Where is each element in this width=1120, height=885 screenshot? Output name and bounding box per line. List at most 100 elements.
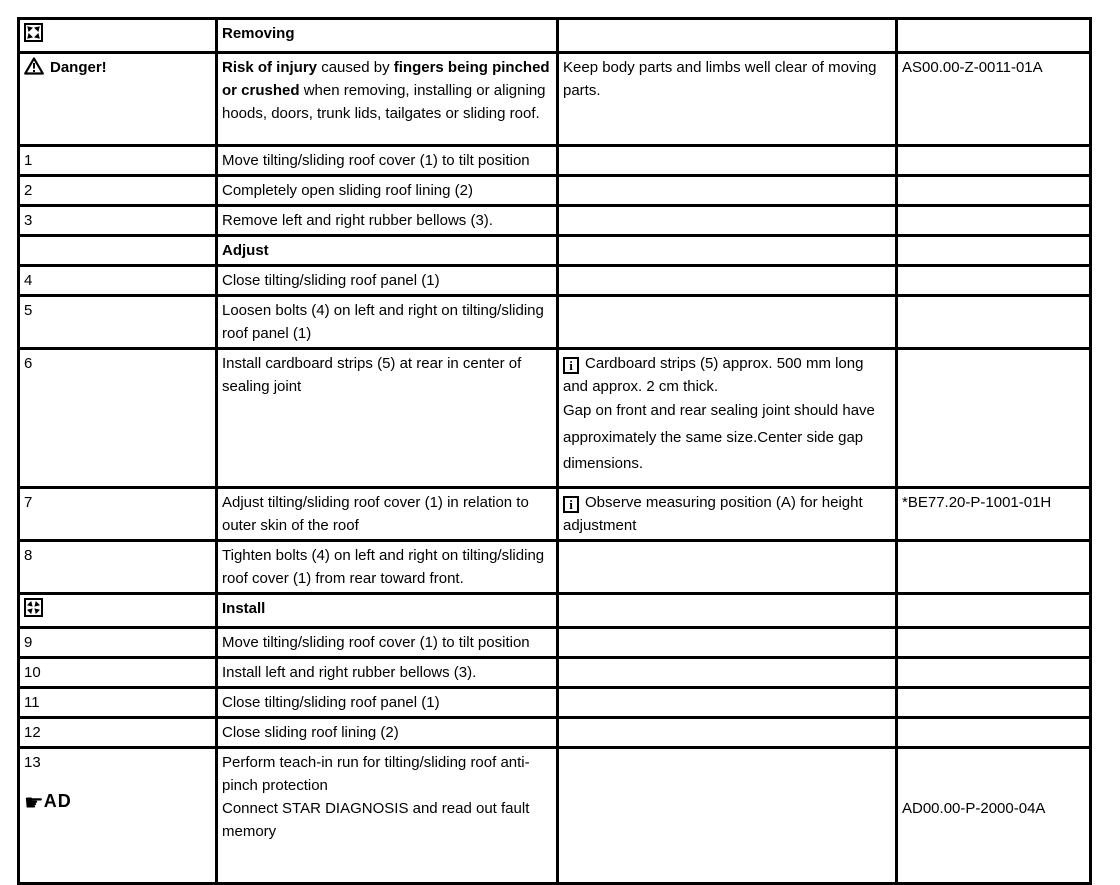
step-row: 9 Move tilting/sliding roof cover (1) to… <box>17 626 1092 659</box>
danger-note: Keep body parts and limbs well clear of … <box>563 59 877 99</box>
remove-icon <box>24 23 43 49</box>
hand-pointer-icon: ☛ <box>24 790 44 815</box>
step-row: 7 Adjust tilting/sliding roof cover (1) … <box>17 486 1092 542</box>
empty-cell <box>895 294 1092 350</box>
procedure-text: Connect STAR DIAGNOSIS and read out faul… <box>222 800 530 840</box>
section-label-cell: Adjust <box>215 234 559 267</box>
step-number: 11 <box>24 694 40 711</box>
procedure-text: Install left and right rubber bellows (3… <box>222 664 477 681</box>
step-number: 6 <box>24 355 33 372</box>
procedure-cell: Install cardboard strips (5) at rear in … <box>215 347 559 489</box>
danger-text-bold: Risk of injury <box>222 59 318 76</box>
empty-cell <box>556 144 898 177</box>
procedure-text: Close sliding roof lining (2) <box>222 724 399 741</box>
install-icon <box>24 598 43 624</box>
empty-cell <box>556 264 898 297</box>
step-row: 11 Close tilting/sliding roof panel (1) <box>17 686 1092 719</box>
empty-cell <box>556 686 898 719</box>
step-number: 2 <box>24 182 33 199</box>
procedure-cell: Tighten bolts (4) on left and right on t… <box>215 539 559 595</box>
procedure-table: Removing Danger! Risk of injury caused b… <box>17 17 1092 885</box>
empty-cell <box>895 204 1092 237</box>
procedure-text: Close tilting/sliding roof panel (1) <box>222 694 440 711</box>
section-label-cell: Install <box>215 592 559 629</box>
procedure-text: Tighten bolts (4) on left and right on t… <box>222 547 545 587</box>
step-number-cell: 3 <box>17 204 218 237</box>
empty-cell <box>895 347 1092 489</box>
procedure-text: Move tilting/sliding roof cover (1) to t… <box>222 152 530 169</box>
empty-cell <box>556 204 898 237</box>
empty-cell <box>895 686 1092 719</box>
empty-cell <box>895 592 1092 629</box>
danger-label-cell: Danger! <box>17 51 218 147</box>
step-row: 10 Install left and right rubber bellows… <box>17 656 1092 689</box>
step-row: 5 Loosen bolts (4) on left and right on … <box>17 294 1092 350</box>
step-number-cell: 5 <box>17 294 218 350</box>
empty-cell <box>556 746 898 885</box>
procedure-text: Move tilting/sliding roof cover (1) to t… <box>222 634 530 651</box>
empty-cell <box>895 144 1092 177</box>
danger-text: caused by <box>317 59 394 76</box>
ad-badge: ☛AD <box>24 790 210 814</box>
step-number-cell: 10 <box>17 656 218 689</box>
doc-number-cell: *BE77.20-P-1001-01H <box>895 486 1092 542</box>
ad-label: AD <box>43 791 72 811</box>
empty-cell <box>556 592 898 629</box>
step-row: 8 Tighten bolts (4) on left and right on… <box>17 539 1092 595</box>
danger-text-bold: fingers being pinched or crushed <box>222 59 550 99</box>
step-number: 12 <box>24 724 41 741</box>
section-icon-cell <box>17 592 218 629</box>
empty-cell <box>556 234 898 267</box>
empty-cell <box>895 626 1092 659</box>
step-number: 4 <box>24 272 33 289</box>
step-number: 8 <box>24 547 33 564</box>
step-number: 5 <box>24 302 33 319</box>
step-row: 6 Install cardboard strips (5) at rear i… <box>17 347 1092 489</box>
empty-cell <box>895 234 1092 267</box>
info-cell: i Cardboard strips (5) approx. 500 mm lon… <box>556 347 898 489</box>
empty-cell <box>895 174 1092 207</box>
step-number-cell: 13 ☛AD <box>17 746 218 885</box>
procedure-cell: Perform teach-in run for tilting/sliding… <box>215 746 559 885</box>
warning-icon <box>24 57 44 82</box>
procedure-cell: Adjust tilting/sliding roof cover (1) in… <box>215 486 559 542</box>
step-number-cell: 12 <box>17 716 218 749</box>
procedure-cell: Close sliding roof lining (2) <box>215 716 559 749</box>
procedure-text: Perform teach-in run for tilting/sliding… <box>222 754 530 794</box>
info-text: Observe measuring position (A) for heigh… <box>563 494 863 534</box>
step-row: 12 Close sliding roof lining (2) <box>17 716 1092 749</box>
procedure-text: Loosen bolts (4) on left and right on ti… <box>222 302 544 342</box>
info-text: Cardboard strips (5) approx. 500 mm long… <box>563 355 864 395</box>
step-row: 2 Completely open sliding roof lining (2… <box>17 174 1092 207</box>
step-number-cell: 8 <box>17 539 218 595</box>
step-number: 7 <box>24 494 33 511</box>
section-label: Install <box>222 600 266 617</box>
info-paragraph: i Observe measuring position (A) for heig… <box>563 491 890 537</box>
step-number: 13 <box>24 754 41 771</box>
danger-text-cell: Risk of injury caused by fingers being p… <box>215 51 559 147</box>
empty-cell <box>895 17 1092 54</box>
empty-cell <box>556 716 898 749</box>
danger-note-cell: Keep body parts and limbs well clear of … <box>556 51 898 147</box>
info-icon: i <box>563 496 579 513</box>
section-label: Adjust <box>222 242 269 259</box>
step-number: 10 <box>24 664 41 681</box>
procedure-cell: Close tilting/sliding roof panel (1) <box>215 264 559 297</box>
info-cell: i Observe measuring position (A) for heig… <box>556 486 898 542</box>
danger-label: Danger! <box>50 59 107 76</box>
section-icon-cell <box>17 17 218 54</box>
procedure-text: Close tilting/sliding roof panel (1) <box>222 272 440 289</box>
procedure-text: Remove left and right rubber bellows (3)… <box>222 212 493 229</box>
info-icon: i <box>563 357 579 374</box>
info-paragraph: Gap on front and rear sealing joint shou… <box>563 398 890 478</box>
procedure-cell: Completely open sliding roof lining (2) <box>215 174 559 207</box>
empty-cell <box>895 539 1092 595</box>
step-number: 9 <box>24 634 33 651</box>
procedure-text: Completely open sliding roof lining (2) <box>222 182 473 199</box>
procedure-cell: Remove left and right rubber bellows (3)… <box>215 204 559 237</box>
section-row-install: Install <box>17 592 1092 629</box>
empty-cell <box>895 716 1092 749</box>
empty-cell <box>556 294 898 350</box>
step-number-cell: 2 <box>17 174 218 207</box>
doc-number: AS00.00-Z-0011-01A <box>902 59 1043 76</box>
